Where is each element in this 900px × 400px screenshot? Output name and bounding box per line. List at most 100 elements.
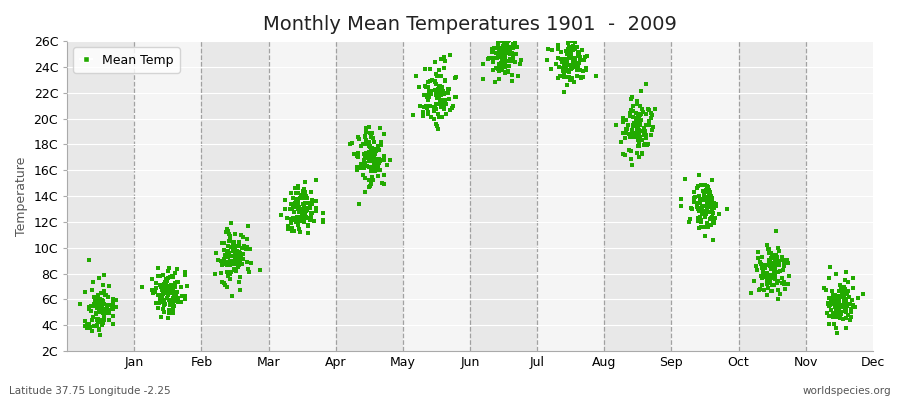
Point — [221, 250, 236, 256]
Point — [447, 75, 462, 82]
Point — [421, 97, 436, 103]
Point — [702, 201, 716, 208]
Point — [86, 314, 101, 320]
Point — [564, 75, 579, 81]
Point — [768, 257, 782, 264]
Point — [500, 68, 515, 74]
Point — [700, 198, 715, 204]
Point — [161, 287, 176, 293]
Point — [299, 208, 313, 214]
Point — [217, 280, 231, 287]
Point — [705, 195, 719, 202]
Point — [697, 224, 711, 230]
Point — [291, 182, 305, 189]
Point — [826, 312, 841, 318]
Point — [369, 148, 383, 154]
Point — [216, 261, 230, 267]
Point — [369, 162, 383, 168]
Point — [629, 134, 643, 140]
Point — [495, 38, 509, 45]
Point — [163, 302, 177, 309]
Point — [285, 206, 300, 212]
Point — [228, 254, 242, 260]
Point — [513, 60, 527, 67]
Point — [82, 304, 96, 310]
Point — [757, 274, 771, 280]
Point — [244, 260, 258, 266]
Point — [158, 290, 173, 296]
Point — [508, 51, 523, 58]
Point — [579, 66, 593, 73]
Y-axis label: Temperature: Temperature — [15, 156, 28, 236]
Point — [148, 289, 162, 295]
Point — [629, 115, 643, 121]
Point — [691, 205, 706, 212]
Point — [97, 311, 112, 317]
Point — [208, 271, 222, 277]
Point — [699, 222, 714, 228]
Point — [84, 303, 98, 310]
Point — [230, 261, 245, 267]
Point — [427, 116, 441, 123]
Point — [293, 209, 308, 215]
Point — [162, 307, 176, 313]
Point — [286, 203, 301, 209]
Point — [232, 251, 247, 257]
Point — [162, 286, 176, 292]
Point — [489, 55, 503, 61]
Point — [356, 164, 371, 171]
Point — [228, 261, 242, 267]
Point — [420, 109, 435, 116]
Point — [83, 324, 97, 330]
Point — [703, 202, 717, 208]
Point — [295, 206, 310, 212]
Point — [826, 295, 841, 302]
Point — [571, 62, 585, 68]
Point — [549, 61, 563, 67]
Point — [364, 148, 379, 155]
Point — [222, 231, 237, 238]
Point — [90, 316, 104, 323]
Point — [560, 82, 574, 88]
Point — [88, 303, 103, 309]
Point — [222, 276, 237, 283]
Point — [298, 212, 312, 218]
Point — [349, 153, 364, 160]
Point — [88, 299, 103, 306]
Point — [220, 273, 235, 279]
Point — [556, 63, 571, 69]
Point — [767, 265, 781, 271]
Point — [292, 204, 306, 210]
Point — [431, 94, 446, 101]
Point — [166, 285, 181, 292]
Point — [765, 260, 779, 266]
Point — [764, 282, 778, 288]
Point — [573, 74, 588, 80]
Point — [420, 111, 435, 117]
Point — [89, 304, 104, 310]
Point — [376, 181, 391, 187]
Point — [227, 258, 241, 264]
Point — [498, 38, 512, 44]
Point — [294, 214, 309, 220]
Point — [709, 201, 724, 207]
Point — [488, 79, 502, 85]
Point — [704, 198, 718, 205]
Point — [161, 268, 176, 274]
Point — [364, 143, 378, 149]
Point — [691, 200, 706, 207]
Point — [764, 273, 778, 280]
Point — [760, 285, 775, 291]
Point — [755, 254, 770, 260]
Point — [500, 34, 515, 40]
Point — [502, 63, 517, 69]
Point — [645, 126, 660, 133]
Point — [637, 132, 652, 138]
Point — [435, 99, 449, 105]
Point — [91, 315, 105, 322]
Point — [437, 77, 452, 84]
Point — [491, 62, 506, 68]
Point — [295, 218, 310, 224]
Point — [514, 20, 528, 27]
Point — [171, 294, 185, 301]
